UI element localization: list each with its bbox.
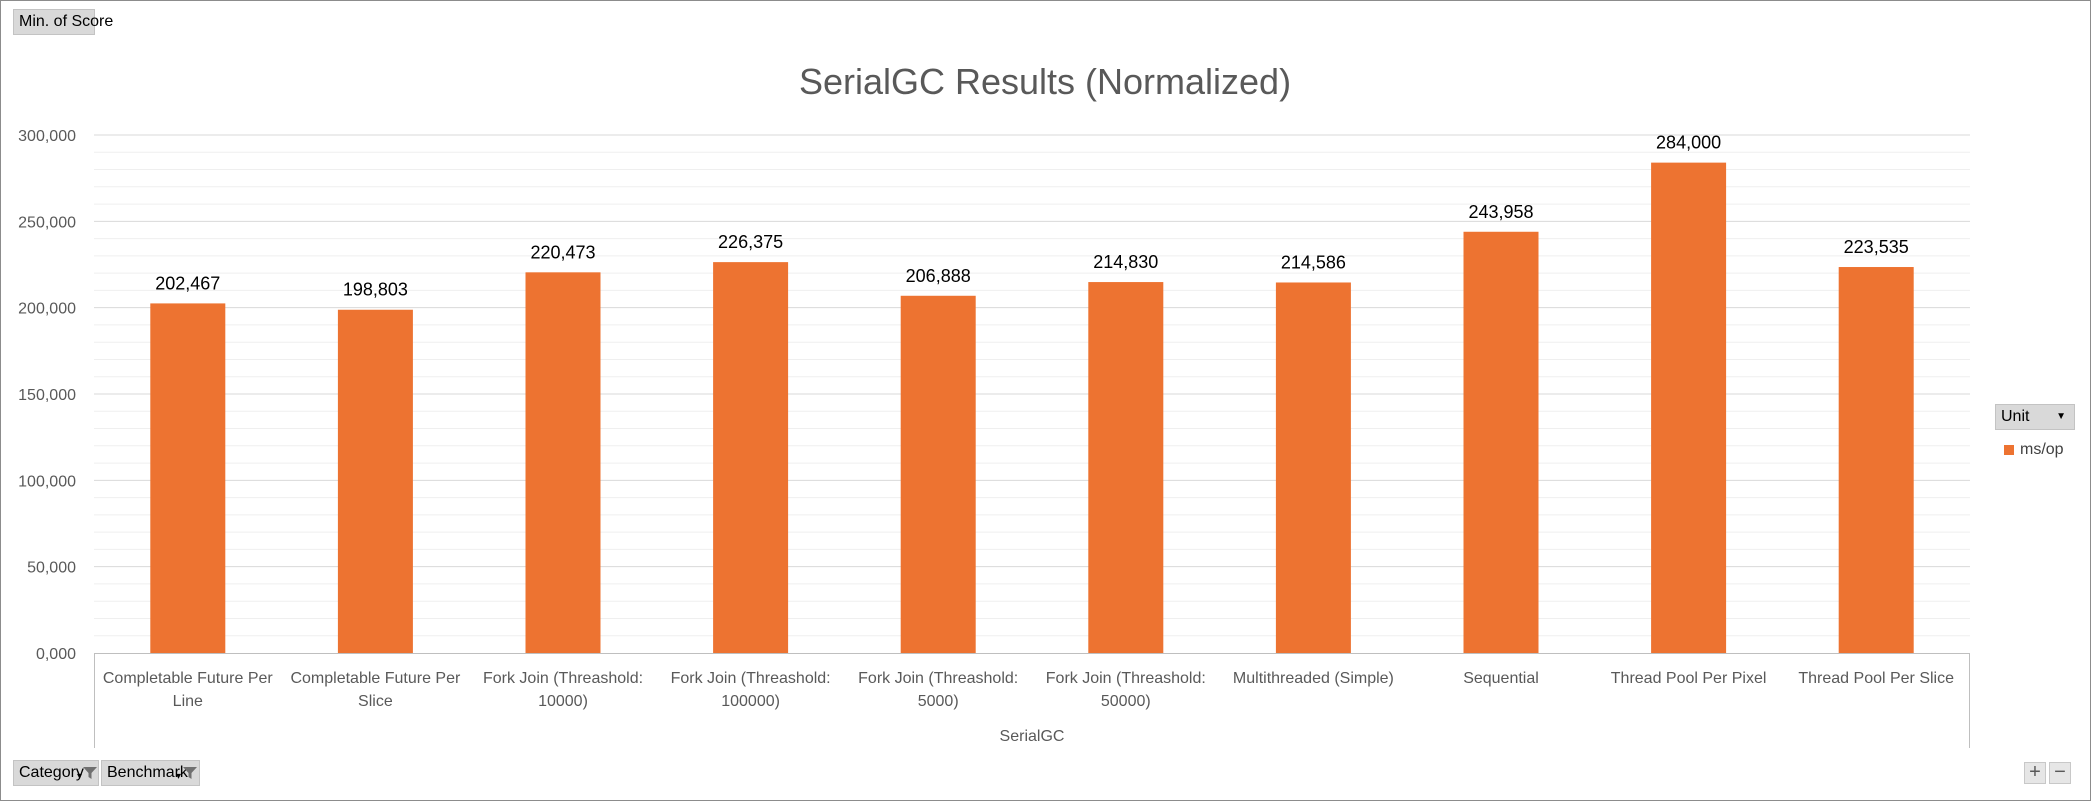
x-tick-label: Fork Join (Threashold: 5000) xyxy=(858,670,1018,710)
bar[interactable] xyxy=(1838,267,1914,653)
x-axis-tick-labels: Completable Future Per Line Completable Fu… xyxy=(103,670,1954,710)
value-field-label: Min. of Score xyxy=(19,13,114,30)
x-axis xyxy=(94,653,1970,748)
bar[interactable] xyxy=(1463,231,1539,653)
category-field-button[interactable]: Category ▾ xyxy=(13,760,99,786)
bar[interactable] xyxy=(1651,162,1727,654)
data-label: 214,586 xyxy=(1281,252,1346,272)
bar[interactable] xyxy=(900,295,976,653)
data-label: 206,888 xyxy=(906,266,971,286)
x-tick-label: Sequential xyxy=(1463,670,1539,687)
y-tick-label: 100,000 xyxy=(18,473,76,490)
data-label: 214,830 xyxy=(1093,252,1158,272)
benchmark-field-button[interactable]: Benchmark ▾ xyxy=(101,760,200,786)
data-label: 202,467 xyxy=(155,273,220,293)
y-tick-label: 50,000 xyxy=(27,560,76,577)
filter-funnel-icon[interactable] xyxy=(82,765,98,781)
y-tick-label: 250,000 xyxy=(18,214,76,231)
dropdown-arrow-icon[interactable]: ▾ xyxy=(176,771,182,782)
y-tick-label: 200,000 xyxy=(18,301,76,318)
data-label: 243,958 xyxy=(1468,202,1533,222)
bar[interactable] xyxy=(150,303,226,653)
bar[interactable] xyxy=(713,262,789,653)
zoom-in-button[interactable]: + xyxy=(2024,762,2046,784)
chart-title: SerialGC Results (Normalized) xyxy=(799,61,1291,102)
bar[interactable] xyxy=(337,309,413,653)
dropdown-arrow-icon[interactable]: ▼ xyxy=(2056,411,2066,422)
data-label: 223,535 xyxy=(1844,237,1909,257)
x-tick-label: Fork Join (Threashold: 100000) xyxy=(671,670,831,710)
legend-label: ms/op xyxy=(2020,441,2064,458)
category-field-label: Category xyxy=(19,764,84,781)
y-tick-label: 0,000 xyxy=(36,646,76,663)
minus-icon: − xyxy=(2054,761,2066,783)
data-label: 220,473 xyxy=(530,242,595,262)
y-tick-label: 300,000 xyxy=(18,128,76,145)
x-tick-label: Completable Future Per Line xyxy=(103,670,274,710)
bar[interactable] xyxy=(1088,282,1164,653)
plus-icon: + xyxy=(2029,761,2041,783)
x-tick-label: Thread Pool Per Pixel xyxy=(1611,670,1767,687)
data-label: 284,000 xyxy=(1656,133,1721,153)
legend-item-ms-op: ms/op xyxy=(2004,441,2064,459)
data-labels: 202,467 198,803 220,473 226,375 206,888 214,8… xyxy=(155,133,1908,300)
x-tick-label: Completable Future Per Slice xyxy=(290,670,461,710)
value-field-button[interactable]: Min. of Score xyxy=(13,9,113,35)
x-tick-label: Fork Join (Threashold: 50000) xyxy=(1046,670,1206,710)
x-axis-title: SerialGC xyxy=(1000,728,1065,745)
data-label: 226,375 xyxy=(718,232,783,252)
bar[interactable] xyxy=(525,272,601,653)
data-label: 198,803 xyxy=(343,280,408,300)
legend-field-button[interactable]: Unit ▼ xyxy=(1995,404,2075,430)
legend-field-label: Unit xyxy=(2001,408,2030,425)
x-tick-label: Multithreaded (Simple) xyxy=(1233,670,1394,687)
x-tick-label: Fork Join (Threashold: 10000) xyxy=(483,670,643,710)
bars xyxy=(150,162,1914,654)
x-tick-label: Thread Pool Per Slice xyxy=(1798,670,1954,687)
dropdown-arrow-icon[interactable]: ▾ xyxy=(77,771,83,782)
y-axis-tick-labels: 0,000 50,000 100,000 150,000 200,000 250,000 3… xyxy=(18,128,76,663)
y-tick-label: 150,000 xyxy=(18,387,76,404)
bar[interactable] xyxy=(1275,282,1351,653)
legend-swatch xyxy=(2004,444,2014,455)
zoom-out-button[interactable]: − xyxy=(2049,762,2071,784)
benchmark-field-label: Benchmark xyxy=(107,764,188,781)
filter-funnel-icon[interactable] xyxy=(182,765,198,781)
